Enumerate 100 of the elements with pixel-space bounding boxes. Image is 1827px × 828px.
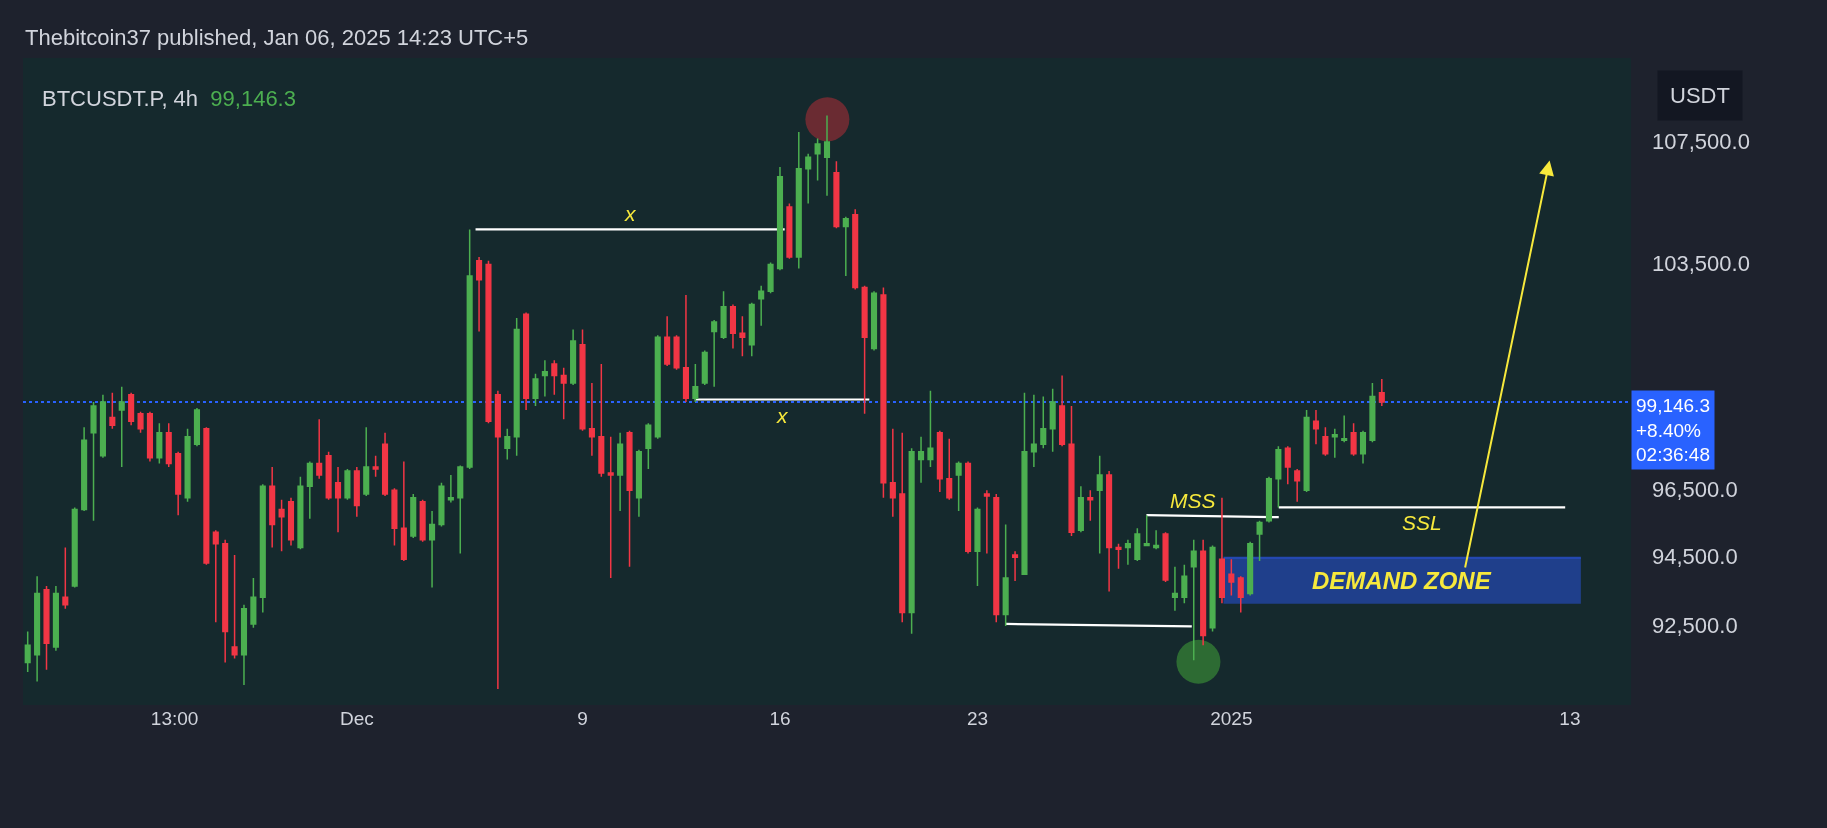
candlestick — [598, 363, 605, 478]
candlestick — [607, 435, 614, 579]
candlestick — [410, 493, 417, 539]
x-tick-label: 23 — [966, 708, 989, 729]
candlestick — [786, 202, 793, 260]
candlestick — [334, 466, 342, 534]
series-label: x — [624, 202, 637, 225]
candlestick — [43, 585, 50, 671]
candlestick — [1378, 378, 1385, 407]
candlestick — [1002, 523, 1009, 627]
candlestick — [476, 256, 483, 333]
candlestick — [212, 529, 219, 623]
candlestick — [391, 487, 398, 547]
candlestick — [137, 411, 144, 434]
candlestick — [748, 301, 755, 358]
candlestick — [1275, 445, 1282, 509]
candlestick — [165, 422, 172, 468]
candlestick — [1369, 382, 1376, 444]
candlestick — [1322, 426, 1329, 457]
series-label: x — [776, 404, 789, 427]
candlestick — [62, 546, 69, 610]
x-tick-label: 13:00 — [150, 708, 199, 729]
candlestick — [259, 483, 266, 614]
candlestick — [767, 261, 774, 294]
text: Thebitcoin37 published, Jan 06, 2025 14:23 UTC+5 — [25, 25, 529, 50]
candlestick — [739, 315, 746, 358]
candlestick — [1021, 391, 1028, 575]
candlestick — [729, 303, 737, 350]
candlestick — [1049, 388, 1056, 453]
candlestick — [523, 311, 530, 411]
candlestick — [81, 426, 88, 512]
candlestick — [692, 363, 699, 403]
candlestick — [1237, 575, 1244, 614]
candlestick — [635, 449, 642, 518]
candlestick — [1134, 527, 1141, 562]
candlestick — [1040, 395, 1047, 449]
candlestick — [1096, 455, 1103, 555]
candlestick — [814, 137, 821, 182]
candlestick — [128, 391, 135, 426]
candlestick — [758, 284, 765, 327]
x-tick-label: 2025 — [1210, 708, 1253, 729]
candlestick — [993, 493, 1000, 623]
series-label: MSS — [1170, 489, 1216, 512]
candlestick — [645, 422, 652, 470]
candlestick — [946, 437, 953, 501]
candlestick — [861, 284, 868, 415]
candlestick — [184, 428, 191, 503]
candlestick — [823, 114, 831, 197]
candlestick — [1143, 514, 1150, 547]
candlestick — [1209, 544, 1216, 633]
candlestick — [193, 407, 201, 447]
candlestick — [1181, 563, 1188, 604]
candlestick — [269, 466, 276, 549]
candlestick — [560, 367, 567, 421]
candlestick — [400, 460, 407, 562]
x-tick-label: Dec — [339, 708, 374, 729]
candlestick — [429, 510, 436, 589]
candlestick — [175, 451, 182, 516]
candlestick — [1115, 543, 1122, 570]
series-label: DEMAND ZONE — [1312, 567, 1492, 594]
candlestick — [1190, 539, 1197, 662]
candlestick — [673, 334, 680, 371]
candlestick — [297, 475, 304, 551]
candlestick — [795, 131, 802, 270]
candlestick — [1303, 409, 1310, 493]
candlestick — [353, 466, 360, 518]
candlestick — [1247, 541, 1254, 597]
candlestick — [306, 460, 313, 520]
candlestick — [1124, 539, 1131, 566]
candlestick — [1012, 550, 1019, 582]
candlestick — [231, 554, 238, 660]
candlestick — [1294, 468, 1301, 503]
candlestick — [682, 294, 689, 403]
candlestick — [363, 426, 370, 497]
candlestick — [720, 290, 727, 340]
candlestick — [146, 411, 153, 463]
ref-line-label: 99,146.3 +8.40% 02:36:48 — [1636, 395, 1710, 466]
candlestick — [447, 474, 454, 504]
candlestick — [776, 166, 784, 272]
candlestick — [118, 386, 125, 468]
candlestick — [1312, 409, 1320, 446]
candlestick — [1153, 529, 1160, 551]
candlestick — [1341, 414, 1348, 444]
candlestick — [626, 430, 633, 568]
y-axis-title: USDT — [1670, 83, 1730, 108]
candlestick — [936, 430, 943, 493]
candlestick — [1077, 485, 1084, 534]
candlestick — [90, 401, 97, 522]
candlestick — [551, 359, 558, 396]
candlestick — [974, 506, 981, 587]
candlestick — [1218, 496, 1225, 604]
candlestick — [532, 372, 539, 407]
candlestick — [805, 152, 812, 205]
candlestick — [1284, 445, 1291, 486]
candlestick — [278, 498, 285, 553]
candlestick — [654, 334, 661, 440]
y-tick-label: 103,500.0 — [1652, 251, 1750, 277]
series-label: SSL — [1402, 511, 1442, 534]
candlestick — [316, 418, 323, 480]
candlestick — [899, 432, 906, 623]
